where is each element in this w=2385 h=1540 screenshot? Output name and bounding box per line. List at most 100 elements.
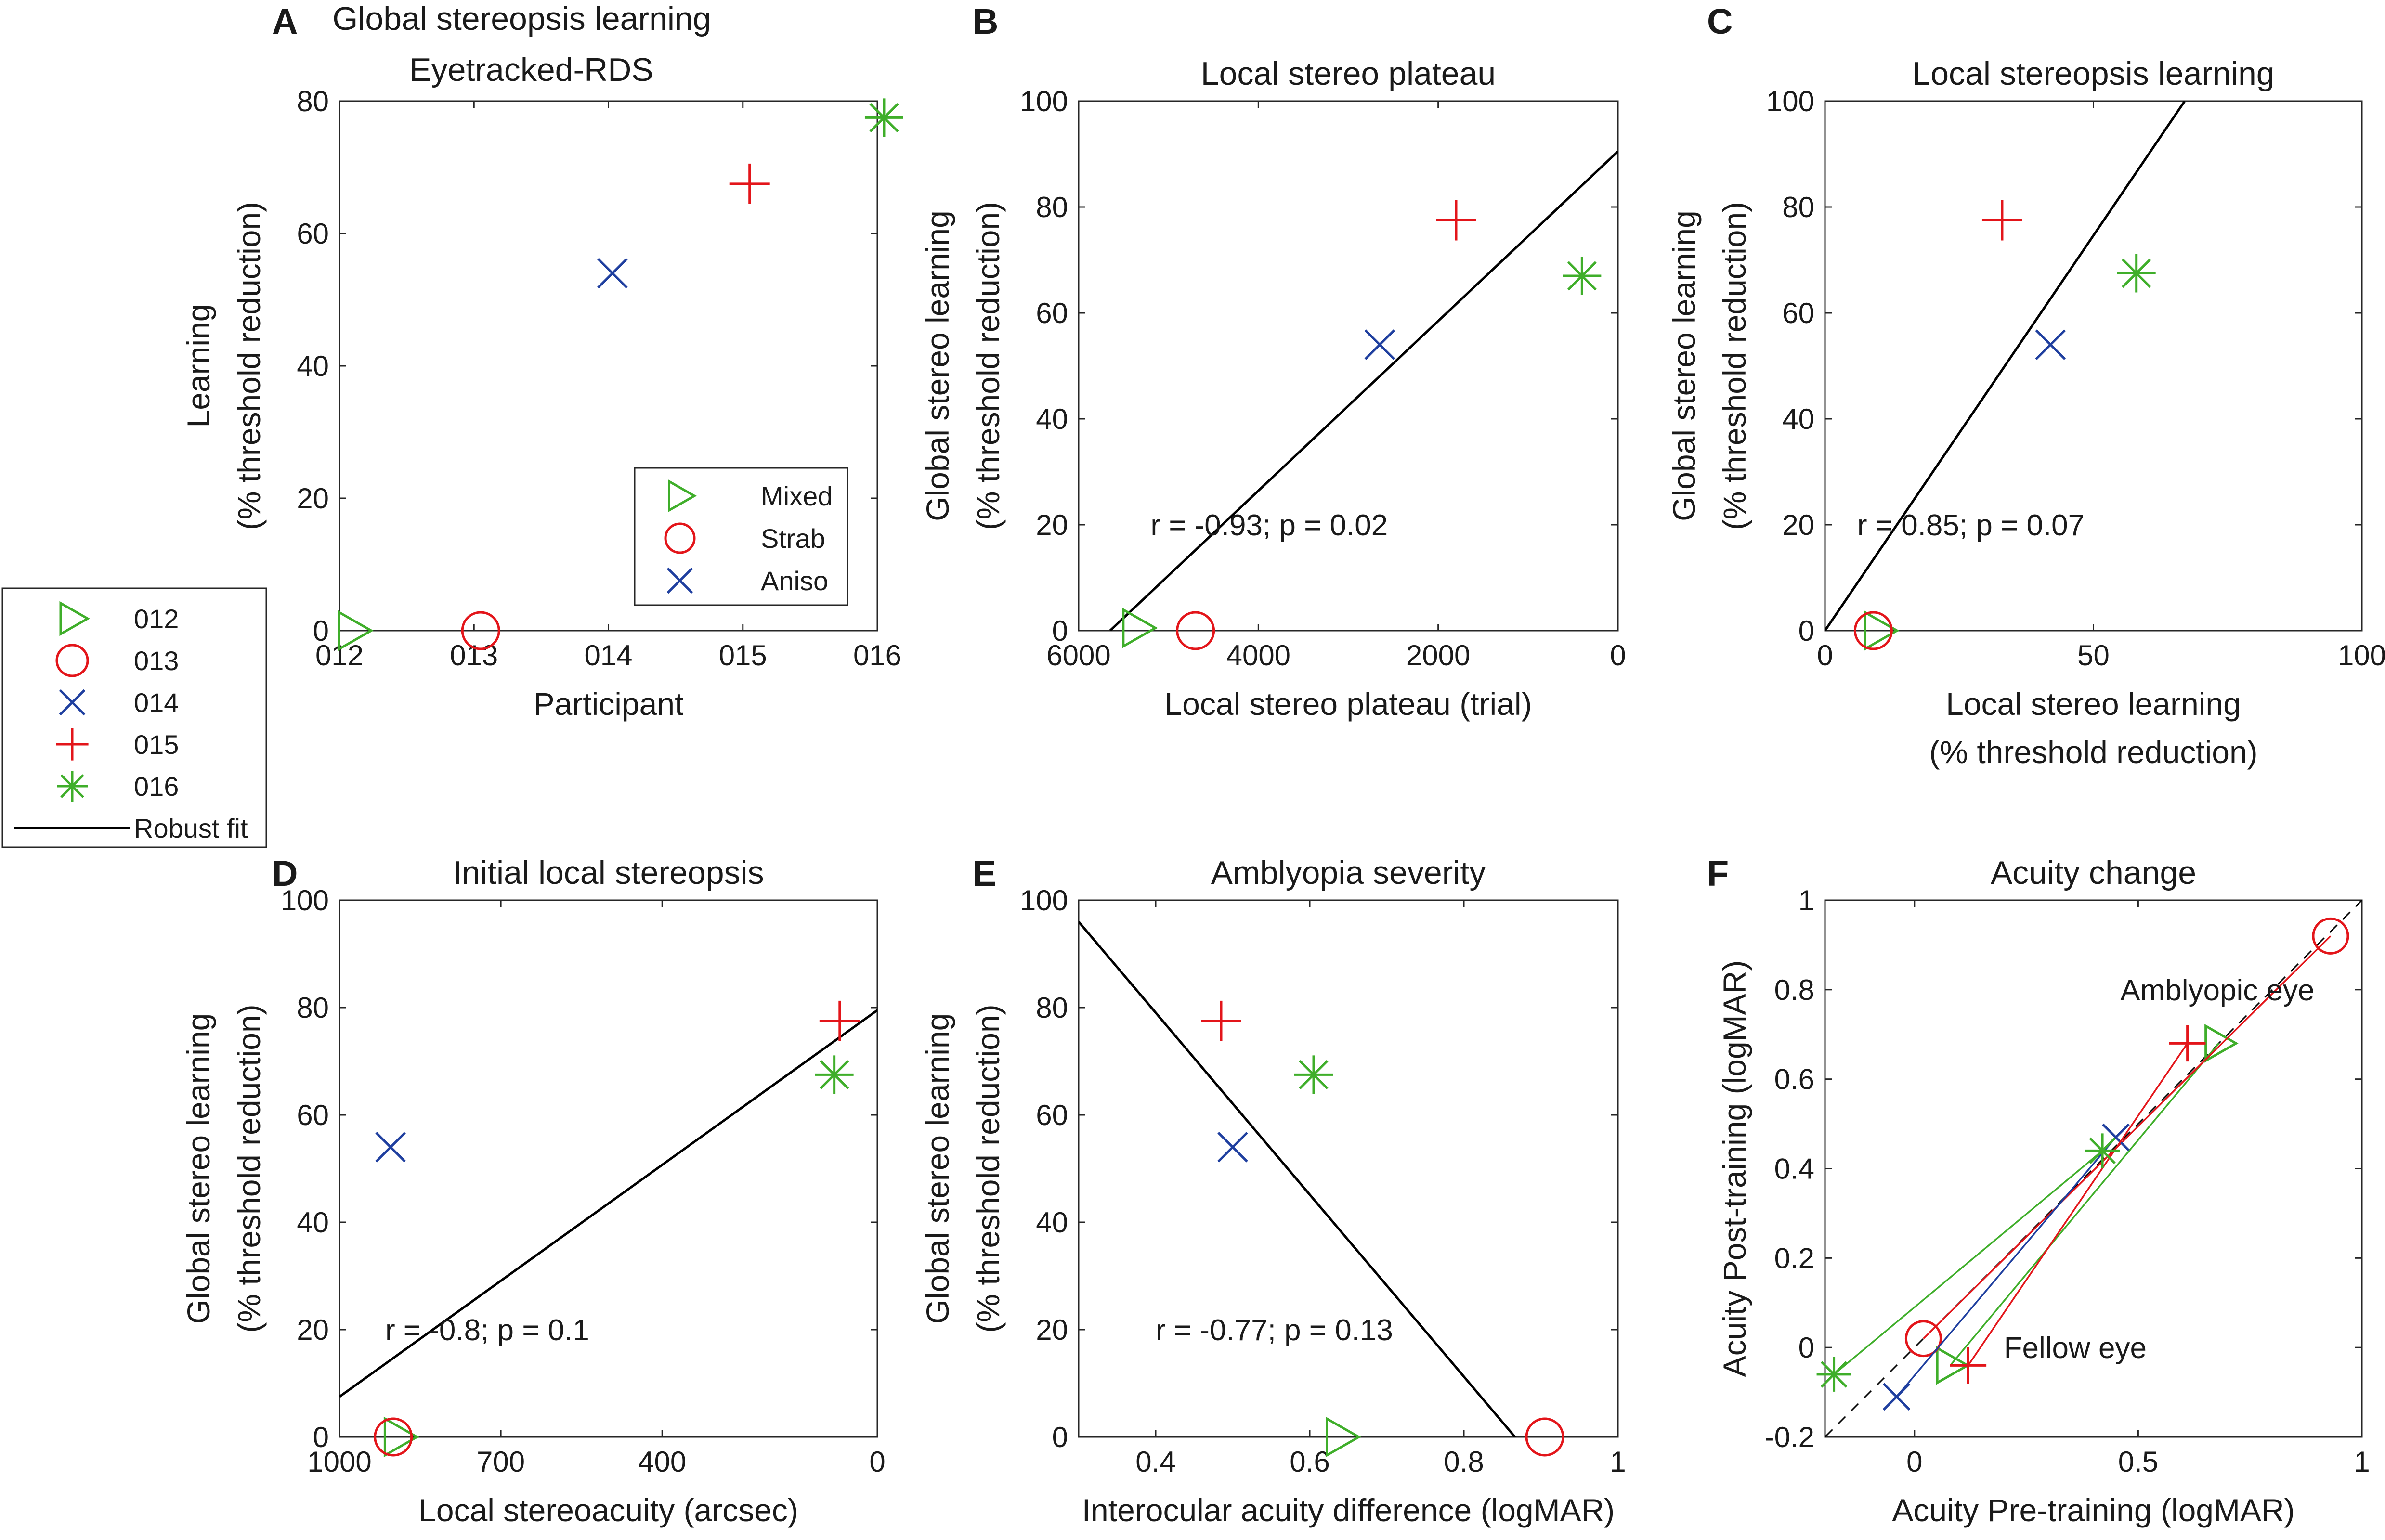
legend-label: Robust fit [134,813,248,843]
x-tick-label: 6000 [1046,639,1110,672]
data-point-013 [374,1417,413,1457]
legend-label: Strab [761,523,825,554]
data-point-014 [1364,329,1395,360]
legend-marker-013 [55,644,89,677]
y-axis-label: (% threshold reduction) [970,202,1006,530]
panel-B: B Local stereo plateau 6000 4000 2000 0 0 20 40 6… [920,1,1626,722]
y-axis-label: Global stereo learning [920,210,955,521]
y-axis-label: (% threshold reduction) [970,1004,1006,1333]
y-tick-label: 0 [1799,615,1814,647]
panel-E: E Amblyopia severity 0.4 0.6 0.8 1 0 20 40 60 80 10… [920,854,1626,1528]
y-tick-label: 100 [1020,884,1068,917]
x-tick-label: 50 [2077,639,2110,672]
x-axis-label: Local stereoacuity (arcsec) [418,1492,798,1528]
data-point-016 [1294,1055,1333,1094]
y-tick-label: 0 [1052,615,1068,647]
x-tick-label: 0 [1906,1446,1922,1478]
robust-fit-line [1079,920,1517,1437]
amblyopic-eye-point [2169,1025,2206,1062]
eye-label: Amblyopic eye [2120,974,2314,1007]
y-axis-label: (% threshold reduction) [231,1004,267,1333]
data-point-013 [1853,611,1893,650]
data-point-012 [338,610,374,651]
data-point-014 [375,1132,406,1163]
panel-A: A Global stereopsis learning Eyetracked-RD… [181,0,903,722]
data-point-012 [1326,1416,1362,1458]
chart-title: Initial local stereopsis [453,854,764,891]
fellow-eye-point [1936,1346,1970,1385]
legend-label: Aniso [761,566,828,596]
legend-marker-aniso [666,567,693,594]
x-axis-label: Participant [534,686,684,722]
x-tick-label: 400 [638,1446,686,1478]
legend-label: 016 [134,771,179,802]
legend-label: 015 [134,729,179,760]
y-axis-label: Global stereo learning [920,1013,955,1324]
fellow-eye-point [1950,1347,1987,1384]
acuity-change-segment [1896,1137,2117,1398]
fellow-eye-point [1904,1320,1942,1358]
legend-marker-016 [57,771,88,802]
axes-frame [1078,899,1619,1438]
panel-letter: E [973,854,996,893]
data-point-012 [1864,610,1900,651]
legend-marker-mixed [668,479,697,513]
y-tick-label: 100 [1766,85,1814,117]
y-tick-label: 80 [297,85,329,117]
chart-title: Local stereopsis learning [1912,55,2274,92]
fellow-eye-point [1882,1383,1911,1411]
y-tick-label: 20 [1036,509,1068,541]
y-tick-label: 60 [1036,1099,1068,1131]
panel-letter: F [1707,854,1729,893]
data-point-013 [1525,1417,1564,1457]
data-point-015 [1981,200,2022,241]
x-tick-label: 100 [2338,639,2385,672]
participant-legend: 012 013 014 015 016 Robust fit [1,587,267,848]
legend-marker-strab [664,522,696,554]
y-tick-label: 40 [1036,1206,1068,1239]
y-axis-label: Learning [181,304,216,428]
robust-fit-line [1825,101,2186,631]
panel-letter: B [973,1,998,41]
y-tick-label: 20 [1782,509,1814,541]
y-axis-label: Global stereo learning [181,1013,216,1324]
chart-title: Global stereopsis learning [332,0,711,37]
legend-label: Mixed [761,481,833,511]
y-tick-label: 40 [1782,403,1814,435]
correlation-annotation: r = -0.77; p = 0.13 [1156,1314,1393,1347]
y-tick-label: 0.6 [1774,1063,1814,1096]
panel-letter: A [272,1,298,41]
y-tick-label: 100 [1020,85,1068,117]
chart-subtitle: Eyetracked-RDS [409,52,653,88]
y-axis-label: Acuity Post-training (logMAR) [1717,960,1752,1377]
data-point-013 [1176,611,1215,650]
x-axis-label: Local stereo plateau (trial) [1164,686,1532,722]
y-tick-label: 80 [1782,191,1814,223]
y-axis-label: (% threshold reduction) [231,202,267,530]
y-tick-label: 40 [297,1206,329,1239]
x-tick-label: 2000 [1406,639,1470,672]
data-point-012 [1122,608,1158,648]
acuity-change-segment [1833,1150,2103,1375]
y-tick-label: -0.2 [1765,1421,1814,1453]
x-tick-label: 0.5 [2118,1446,2158,1478]
panel-C: C Local stereopsis learning 0 50 100 0 20 40 60 8… [1666,1,2385,770]
data-point-014 [597,258,628,289]
y-tick-label: 0.8 [1774,974,1814,1006]
y-tick-label: 0 [313,615,329,647]
x-tick-label: 1 [2354,1446,2370,1478]
y-tick-label: 60 [297,218,329,250]
y-tick-label: 80 [1036,191,1068,223]
y-tick-label: 0 [313,1421,329,1453]
y-tick-label: 0.2 [1774,1242,1814,1274]
y-tick-label: 40 [1036,403,1068,435]
x-tick-label: 0.6 [1290,1446,1329,1478]
x-axis-label: (% threshold reduction) [1929,734,2257,770]
data-point-014 [2035,329,2066,360]
y-tick-label: 0 [1799,1332,1814,1364]
data-point-016 [864,98,903,137]
axes-frame [339,899,878,1438]
y-tick-label: 0 [1052,1421,1068,1453]
acuity-change-segment [1923,935,2332,1339]
